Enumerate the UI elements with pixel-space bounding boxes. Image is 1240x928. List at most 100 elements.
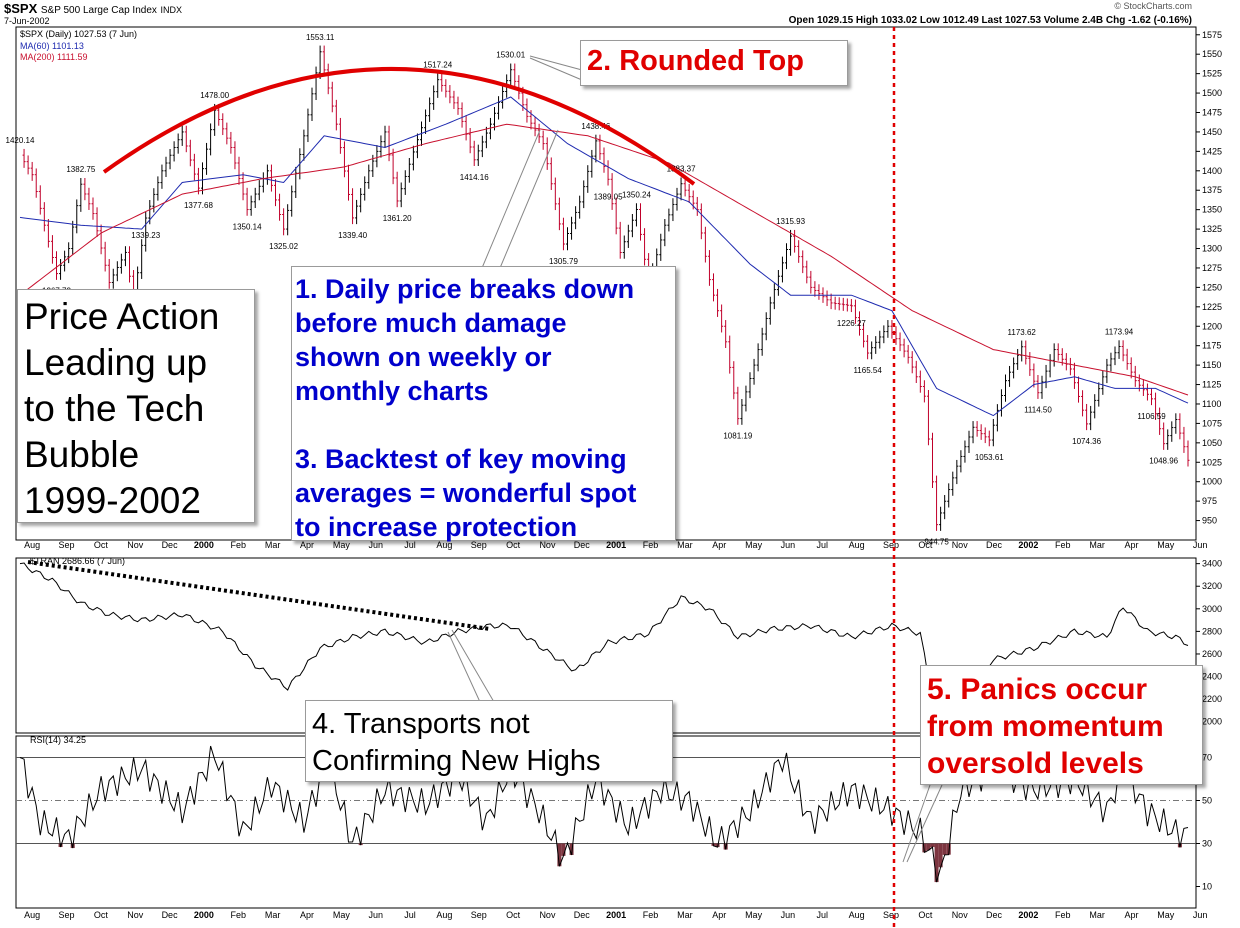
x-tick-label: Oct: [506, 910, 521, 920]
y-tick-label: 1100: [1202, 399, 1221, 409]
y-tick-label: 1275: [1202, 263, 1222, 273]
x-tick-label: Oct: [918, 540, 933, 550]
x-tick-label: Jun: [781, 540, 796, 550]
x-tick-label: Sep: [883, 910, 899, 920]
x-tick-label: Apr: [712, 540, 726, 550]
y-tick-label: 975: [1202, 496, 1217, 506]
symbol-label: $SPX: [4, 1, 38, 16]
x-tick-label: 2001: [606, 540, 626, 550]
price-label: 1173.94: [1105, 328, 1134, 337]
price-label: 1530.01: [496, 51, 525, 60]
x-tick-label: Nov: [127, 540, 144, 550]
price-label: 1377.68: [184, 201, 213, 210]
x-tick-label: Dec: [162, 540, 179, 550]
y-tick-label: 3000: [1202, 604, 1222, 614]
rounded-top-text: 2. Rounded Top: [587, 45, 804, 77]
y-tick-label: 2400: [1202, 672, 1222, 682]
x-tick-label: Jun: [368, 910, 383, 920]
x-tick-label: Jul: [404, 910, 416, 920]
x-tick-label: Jun: [1193, 540, 1208, 550]
y-tick-label: 3200: [1202, 581, 1222, 591]
x-tick-label: Apr: [300, 910, 314, 920]
x-tick-label: Nov: [539, 540, 556, 550]
x-tick-label: Sep: [883, 540, 899, 550]
price-label: 1315.93: [776, 217, 805, 226]
title-annotation-text: Price Action Leading up to the Tech Bubb…: [24, 296, 220, 521]
y-tick-label: 1325: [1202, 224, 1222, 234]
x-tick-label: Jun: [1193, 910, 1208, 920]
x-tick-label: 2002: [1018, 910, 1038, 920]
x-tick-label: Apr: [1124, 540, 1138, 550]
x-tick-label: Apr: [712, 910, 726, 920]
y-tick-label: 1400: [1202, 166, 1222, 176]
x-tick-label: Oct: [94, 910, 109, 920]
legend-ma200: MA(200) 1111.59: [20, 52, 88, 62]
y-tick-label: 1050: [1202, 438, 1222, 448]
price-label: 1173.62: [1008, 328, 1037, 337]
y-tick-label: 1225: [1202, 302, 1222, 312]
x-tick-label: May: [1157, 910, 1175, 920]
x-tick-label: Dec: [986, 540, 1003, 550]
price-label: 1074.36: [1072, 437, 1101, 446]
transports-text: 4. Transports not Confirming New Highs: [312, 708, 601, 777]
x-tick-label: Feb: [643, 540, 659, 550]
price-label: 1383.37: [667, 165, 696, 174]
description-label: S&P 500 Large Cap Index: [40, 5, 157, 16]
y-tick-label: 1250: [1202, 282, 1222, 292]
x-tick-label: Feb: [231, 540, 247, 550]
y-tick-label: 1575: [1202, 30, 1222, 40]
y-tick-label: 1000: [1202, 477, 1222, 487]
x-tick-label: Aug: [849, 910, 865, 920]
price-label: 1226.27: [837, 319, 866, 328]
y-tick-label: 1450: [1202, 127, 1222, 137]
x-tick-label: Jun: [781, 910, 796, 920]
x-tick-label: Jul: [404, 540, 416, 550]
y-tick-label: 2200: [1202, 694, 1222, 704]
y-tick-label: 1475: [1202, 108, 1222, 118]
transports-annotation: 4. Transports not Confirming New Highs: [305, 700, 673, 782]
y-tick-label: 950: [1202, 516, 1217, 526]
price-label: 1553.11: [306, 33, 335, 42]
price-label: 1325.02: [269, 242, 298, 251]
date-label: 7-Jun-2002: [4, 16, 50, 26]
y-tick-label: 2600: [1202, 649, 1222, 659]
price-label: 1339.40: [338, 231, 367, 240]
x-tick-label: Jun: [368, 540, 383, 550]
legend-price: $SPX (Daily) 1027.53 (7 Jun): [20, 29, 138, 39]
panics-text: 5. Panics occur from momentum oversold l…: [927, 673, 1164, 780]
quote-bar: Open 1029.15 High 1033.02 Low 1012.49 La…: [788, 15, 1192, 26]
x-tick-label: Nov: [952, 540, 969, 550]
x-tick-label: Sep: [59, 540, 75, 550]
ma200-line: [19, 123, 1189, 396]
pointer-transports: [447, 629, 495, 703]
price-label: 1478.00: [200, 91, 229, 100]
x-tick-label: Feb: [231, 910, 247, 920]
x-tick-label: Feb: [1055, 910, 1071, 920]
copyright-label: © StockCharts.com: [1114, 1, 1192, 11]
x-tick-label: 2000: [194, 540, 214, 550]
x-tick-label: Feb: [643, 910, 659, 920]
x-tick-label: Aug: [436, 540, 452, 550]
price-label: 1053.61: [975, 453, 1004, 462]
rounded-top-annotation: 2. Rounded Top: [580, 40, 848, 86]
y-tick-label: 1175: [1202, 341, 1221, 351]
y-tick-label: 1375: [1202, 185, 1222, 195]
price-label: 1389.05: [594, 192, 623, 201]
y-tick-label: 70: [1202, 753, 1212, 763]
x-tick-label: Dec: [162, 910, 179, 920]
x-tick-label: Nov: [952, 910, 969, 920]
price-label: 1361.20: [383, 214, 412, 223]
y-tick-label: 1075: [1202, 418, 1222, 428]
daily-price-text: 1. Daily price breaks down before much d…: [295, 274, 637, 542]
y-tick-label: 3400: [1202, 559, 1222, 569]
x-tick-label: Jul: [817, 540, 829, 550]
rounded-top-arc: [102, 66, 696, 186]
x-tick-label: Oct: [94, 540, 109, 550]
y-tick-label: 10: [1202, 882, 1212, 892]
x-tick-label: Aug: [24, 540, 40, 550]
x-tick-label: 2002: [1018, 540, 1038, 550]
x-tick-label: Apr: [300, 540, 314, 550]
exchange-label: INDX: [160, 5, 183, 15]
tran-line: [19, 562, 1189, 721]
x-tick-label: May: [745, 540, 763, 550]
